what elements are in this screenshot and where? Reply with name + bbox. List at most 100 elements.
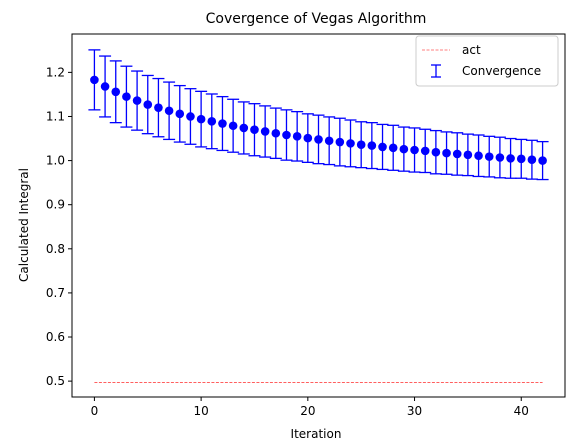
- marker-11: [207, 117, 217, 126]
- convergence-point-31: [419, 128, 432, 174]
- y-axis: 0.5 0.6 0.7 0.8 0.9 1.0 1.1 1.2: [46, 65, 72, 388]
- convergence-point-4: [131, 70, 144, 131]
- marker-10: [196, 114, 206, 124]
- convergence-point-1: [99, 55, 112, 118]
- marker-5: [143, 100, 153, 109]
- convergence-point-18: [280, 109, 293, 161]
- convergence-point-37: [483, 135, 496, 178]
- convergence-point-24: [344, 119, 357, 168]
- convergence-point-0: [88, 49, 101, 111]
- convergence-point-15: [248, 103, 261, 157]
- convergence-point-19: [291, 110, 304, 162]
- x-tick-label-30: 30: [407, 404, 422, 418]
- convergence-point-25: [355, 121, 368, 169]
- marker-36: [474, 151, 483, 161]
- x-tick-label-40: 40: [514, 404, 529, 418]
- marker-7: [164, 106, 174, 116]
- y-tick-label-1.2: 1.2: [46, 65, 65, 79]
- marker-38: [495, 153, 505, 162]
- marker-4: [132, 96, 142, 105]
- convergence-point-9: [184, 88, 197, 145]
- convergence-point-13: [227, 98, 240, 153]
- marker-30: [410, 145, 419, 155]
- marker-25: [356, 140, 366, 150]
- convergence-point-38: [493, 136, 506, 179]
- marker-31: [420, 146, 430, 156]
- marker-8: [175, 109, 185, 119]
- convergence-point-7: [163, 81, 176, 141]
- convergence-point-34: [451, 132, 464, 176]
- y-axis-label: Calculated Integral: [17, 168, 31, 282]
- marker-13: [228, 121, 238, 131]
- convergence-point-35: [461, 133, 474, 177]
- marker-40: [516, 154, 526, 164]
- convergence-point-10: [195, 90, 208, 148]
- marker-33: [442, 148, 451, 158]
- marker-27: [378, 142, 387, 152]
- convergence-point-30: [408, 127, 421, 173]
- marker-42: [538, 156, 547, 165]
- marker-24: [346, 139, 355, 148]
- x-axis: 0 10 20 30 40: [91, 397, 529, 418]
- convergence-point-6: [152, 77, 165, 138]
- y-tick-label-0.5: 0.5: [46, 374, 65, 388]
- y-tick-label-0.7: 0.7: [46, 286, 65, 300]
- y-tick-label-0.8: 0.8: [46, 242, 65, 256]
- convergence-point-42: [536, 140, 549, 181]
- marker-35: [463, 150, 473, 160]
- axes-frame: [71, 33, 566, 398]
- convergence-point-29: [397, 126, 410, 172]
- legend-act-label: act: [462, 43, 481, 57]
- marker-0: [90, 75, 99, 85]
- marker-37: [484, 152, 494, 161]
- legend-convergence-label: Convergence: [462, 64, 541, 78]
- marker-19: [292, 132, 302, 141]
- convergence-point-40: [515, 138, 528, 179]
- marker-2: [111, 87, 121, 97]
- y-tick-label-1.0: 1.0: [46, 154, 65, 168]
- marker-21: [314, 135, 323, 144]
- marker-18: [282, 130, 291, 140]
- marker-15: [250, 125, 259, 135]
- marker-28: [388, 143, 398, 153]
- convergence-point-11: [205, 93, 218, 150]
- marker-32: [431, 147, 441, 157]
- convergence-point-41: [525, 139, 538, 180]
- convergence-point-26: [365, 122, 378, 170]
- convergence-point-17: [269, 107, 282, 160]
- marker-16: [260, 127, 270, 136]
- marker-23: [335, 137, 345, 147]
- marker-3: [122, 92, 131, 101]
- convergence-point-22: [323, 116, 336, 166]
- marker-9: [186, 112, 195, 121]
- legend-convergence-swatch: [431, 64, 441, 78]
- y-tick-label-0.9: 0.9: [46, 198, 65, 212]
- marker-34: [452, 149, 462, 159]
- convergence-point-20: [301, 113, 314, 164]
- marker-41: [527, 155, 537, 165]
- convergence-point-8: [173, 84, 186, 143]
- marker-26: [367, 141, 377, 150]
- marker-17: [271, 128, 281, 138]
- y-tick-label-1.1: 1.1: [46, 109, 65, 123]
- marker-29: [399, 144, 409, 154]
- marker-14: [239, 123, 249, 133]
- x-tick-label-0: 0: [91, 404, 99, 418]
- marker-20: [303, 133, 313, 143]
- convergence-point-33: [440, 131, 453, 175]
- plot-area: [88, 49, 549, 383]
- x-axis-label: Iteration: [291, 427, 342, 441]
- convergence-point-16: [259, 105, 272, 158]
- marker-39: [506, 154, 515, 163]
- y-tick-label-0.6: 0.6: [46, 330, 65, 344]
- legend: act Convergence: [415, 35, 559, 87]
- convergence-point-2: [109, 60, 122, 124]
- convergence-point-32: [429, 129, 442, 175]
- convergence-point-3: [120, 65, 133, 128]
- chart-title: Covergence of Vegas Algorithm: [206, 11, 427, 27]
- convergence-point-14: [237, 101, 250, 155]
- marker-12: [218, 119, 227, 128]
- convergence-point-39: [504, 137, 517, 179]
- marker-22: [324, 136, 334, 146]
